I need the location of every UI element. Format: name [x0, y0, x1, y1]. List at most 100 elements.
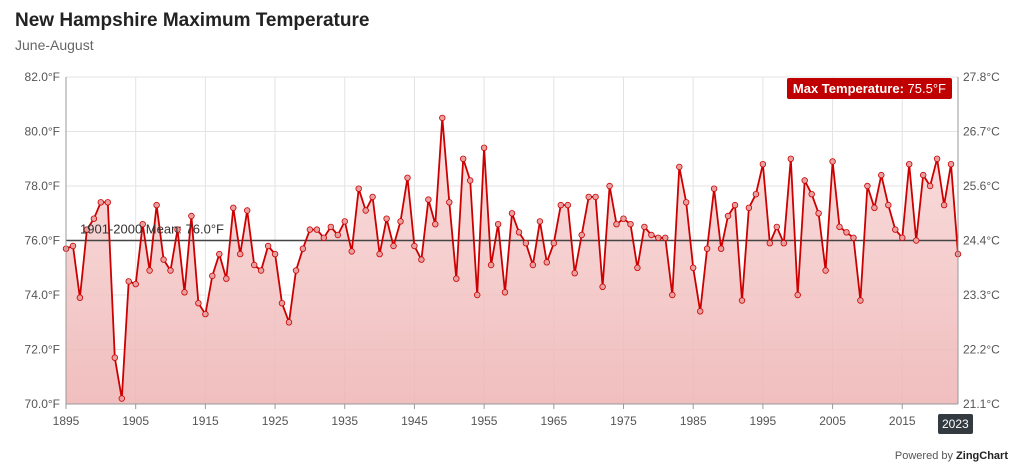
- data-point[interactable]: [369, 193, 376, 201]
- data-point[interactable]: [522, 239, 530, 247]
- data-point[interactable]: [578, 231, 585, 239]
- data-point[interactable]: [606, 182, 613, 190]
- data-point[interactable]: [69, 242, 77, 250]
- data-point[interactable]: [871, 204, 878, 211]
- data-point[interactable]: [543, 259, 550, 266]
- data-point[interactable]: [202, 310, 209, 318]
- data-point[interactable]: [362, 207, 369, 214]
- data-point[interactable]: [913, 237, 920, 244]
- data-point[interactable]: [306, 226, 314, 233]
- data-point[interactable]: [76, 294, 84, 301]
- data-point[interactable]: [933, 155, 941, 162]
- data-point[interactable]: [278, 300, 286, 307]
- data-point[interactable]: [940, 201, 948, 209]
- data-point[interactable]: [341, 218, 348, 225]
- data-point[interactable]: [926, 182, 934, 190]
- data-point[interactable]: [271, 250, 279, 258]
- data-point[interactable]: [474, 291, 481, 299]
- data-point[interactable]: [836, 223, 843, 231]
- data-point[interactable]: [348, 248, 355, 255]
- data-point[interactable]: [808, 190, 815, 198]
- data-point[interactable]: [822, 267, 829, 274]
- data-point[interactable]: [383, 215, 390, 222]
- data-point[interactable]: [613, 220, 620, 228]
- data-point[interactable]: [697, 308, 704, 315]
- data-point[interactable]: [731, 201, 739, 209]
- data-point[interactable]: [683, 199, 690, 206]
- data-point[interactable]: [773, 223, 780, 231]
- data-point[interactable]: [501, 289, 509, 296]
- data-point[interactable]: [780, 239, 787, 247]
- data-point[interactable]: [843, 229, 850, 236]
- data-point[interactable]: [243, 207, 251, 214]
- data-point[interactable]: [425, 196, 432, 203]
- data-point[interactable]: [947, 160, 955, 168]
- data-point[interactable]: [906, 160, 913, 168]
- data-point[interactable]: [453, 275, 460, 282]
- data-point[interactable]: [104, 199, 111, 206]
- data-point[interactable]: [529, 261, 537, 269]
- data-point[interactable]: [494, 220, 502, 228]
- data-point[interactable]: [132, 280, 139, 288]
- data-point[interactable]: [111, 354, 118, 361]
- data-point[interactable]: [411, 242, 418, 250]
- data-point[interactable]: [592, 193, 599, 201]
- data-point[interactable]: [146, 267, 153, 274]
- data-point[interactable]: [285, 319, 293, 326]
- data-point[interactable]: [759, 160, 767, 168]
- data-point[interactable]: [585, 193, 592, 201]
- data-point[interactable]: [355, 185, 362, 192]
- data-point[interactable]: [703, 245, 711, 252]
- data-point[interactable]: [97, 199, 104, 206]
- data-point[interactable]: [376, 250, 383, 258]
- data-point[interactable]: [125, 278, 132, 285]
- data-point[interactable]: [439, 114, 446, 122]
- data-point[interactable]: [118, 395, 125, 402]
- data-point[interactable]: [815, 210, 822, 217]
- data-point[interactable]: [829, 158, 836, 165]
- data-point[interactable]: [745, 204, 753, 211]
- data-point[interactable]: [195, 300, 202, 307]
- data-point[interactable]: [648, 231, 655, 239]
- data-point[interactable]: [515, 229, 523, 236]
- data-point[interactable]: [564, 201, 571, 209]
- data-point[interactable]: [634, 264, 641, 271]
- data-point[interactable]: [662, 234, 669, 241]
- data-point[interactable]: [557, 201, 564, 209]
- data-point[interactable]: [216, 250, 223, 258]
- data-point[interactable]: [710, 185, 718, 192]
- data-point[interactable]: [230, 204, 237, 211]
- data-point[interactable]: [250, 261, 258, 269]
- data-point[interactable]: [801, 177, 808, 184]
- data-point[interactable]: [139, 220, 146, 228]
- data-point[interactable]: [787, 155, 794, 162]
- data-point[interactable]: [257, 267, 265, 274]
- data-point[interactable]: [390, 242, 397, 250]
- data-point[interactable]: [404, 174, 411, 181]
- data-point[interactable]: [717, 245, 725, 252]
- data-point[interactable]: [188, 212, 195, 220]
- data-point[interactable]: [264, 242, 272, 250]
- data-point[interactable]: [550, 239, 557, 247]
- data-point[interactable]: [432, 220, 439, 228]
- data-point[interactable]: [766, 239, 773, 247]
- data-point[interactable]: [627, 220, 634, 228]
- data-point[interactable]: [899, 234, 906, 241]
- data-point[interactable]: [418, 256, 425, 263]
- data-point[interactable]: [571, 270, 578, 277]
- data-point[interactable]: [724, 212, 732, 220]
- data-point[interactable]: [292, 267, 300, 274]
- data-point[interactable]: [181, 289, 188, 296]
- data-point[interactable]: [892, 226, 899, 233]
- data-point[interactable]: [508, 210, 516, 217]
- data-point[interactable]: [620, 215, 627, 222]
- data-point[interactable]: [160, 256, 167, 263]
- data-point[interactable]: [90, 215, 98, 222]
- data-point[interactable]: [313, 226, 321, 233]
- data-point[interactable]: [83, 226, 91, 233]
- data-point[interactable]: [641, 223, 648, 231]
- data-point[interactable]: [327, 223, 334, 231]
- data-point[interactable]: [655, 234, 662, 241]
- data-point[interactable]: [446, 199, 453, 206]
- data-point[interactable]: [536, 218, 544, 225]
